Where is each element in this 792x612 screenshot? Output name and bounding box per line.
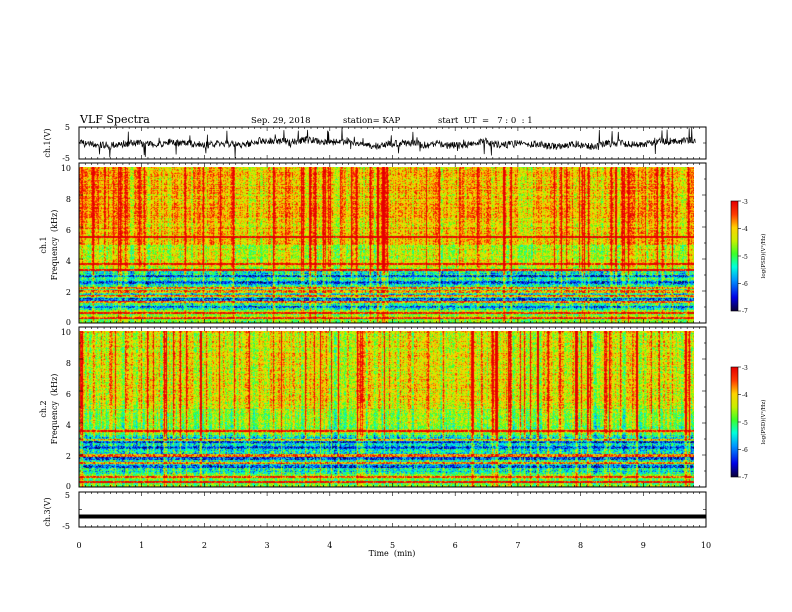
ch1-colorbar-gradient xyxy=(731,201,738,311)
ch2-colorbar-tick-m7: -7 xyxy=(742,474,748,481)
ch1-colorbar-label: log(PSD)(V²/Hz) xyxy=(760,234,767,279)
ch2-spectrogram-image xyxy=(79,331,694,487)
ch1-x-ticks xyxy=(78,126,707,160)
ch2-colorbar-tick-m3: -3 xyxy=(742,365,748,372)
ch2-freq-tick-10: 10 xyxy=(61,328,71,337)
ch1-colorbar-tick-m6: -6 xyxy=(742,281,748,288)
ch1-ytick-top: 5 xyxy=(65,123,70,132)
ch2-spectrogram-ticks xyxy=(78,326,707,488)
ch1-spectrogram-image xyxy=(79,167,694,323)
x-tick-label: 10 xyxy=(701,541,711,550)
ch2-freq-tick-6: 6 xyxy=(66,390,71,399)
ch1-colorbar-ticks xyxy=(738,200,741,312)
ch2-colorbar-tick-m5: -5 xyxy=(742,420,748,427)
figure-date: Sep. 29, 2018 xyxy=(251,116,311,126)
figure-title: VLF Spectra xyxy=(79,113,150,126)
ch1-waveform-line xyxy=(78,127,696,159)
ch1-colorbar: -3 -4 -5 -6 -7 log(PSD)(V²/Hz) xyxy=(730,199,767,315)
ch2-freq-tick-4: 4 xyxy=(66,421,71,430)
ch3-ytick-bottom: -5 xyxy=(62,522,70,531)
ch1-freq-tick-2: 2 xyxy=(66,288,71,297)
ch1-freq-tick-10: 10 xyxy=(61,164,71,173)
ch1-freq-tick-4: 4 xyxy=(66,257,71,266)
figure-station: station= KAP xyxy=(343,116,401,126)
ch1-spectrogram-ylabel-channel: ch.1 xyxy=(39,236,48,253)
x-tick-label: 3 xyxy=(265,541,270,550)
x-tick-label: 8 xyxy=(578,541,583,550)
ch1-ytick-bottom: -5 xyxy=(62,154,70,163)
ch2-colorbar-ticks xyxy=(738,366,741,478)
ch1-spectrogram-panel: 10 8 6 4 2 0 ch.1 Frequency (kHz) xyxy=(39,162,707,327)
ch2-freq-tick-0: 0 xyxy=(66,482,71,491)
ch2-colorbar-tick-m6: -6 xyxy=(742,447,748,454)
ch3-x-ticks xyxy=(78,491,707,528)
ch3-ylabel: ch.3(V) xyxy=(43,497,52,526)
x-tick-label: 4 xyxy=(327,541,332,550)
x-axis-label: Time (min) xyxy=(369,549,416,558)
x-tick-label: 0 xyxy=(76,541,81,550)
ch2-freq-tick-2: 2 xyxy=(66,452,71,461)
ch1-freq-tick-0: 0 xyxy=(66,318,71,327)
ch3-waveform-panel: 5 -5 ch.3(V) xyxy=(43,491,707,531)
ch1-ylabel: ch.1(V) xyxy=(43,128,52,157)
ch3-ytick-top: 5 xyxy=(65,491,70,500)
ch1-spectrogram-ticks xyxy=(78,162,707,324)
ch2-colorbar: -3 -4 -5 -6 -7 log(PSD)(V²/Hz) xyxy=(730,365,767,481)
figure-start-time: start UT = 7 : 0 : 1 xyxy=(438,116,533,126)
ch2-spectrogram-ylabel-frequency: Frequency (kHz) xyxy=(50,374,59,445)
ch2-freq-tick-8: 8 xyxy=(66,359,71,368)
ch2-colorbar-gradient xyxy=(731,367,738,477)
x-tick-label: 1 xyxy=(139,541,144,550)
x-axis-tick-labels: 0 1 2 3 4 5 6 7 8 9 10 xyxy=(76,541,711,550)
x-tick-label: 9 xyxy=(641,541,646,550)
ch1-freq-tick-8: 8 xyxy=(66,195,71,204)
x-tick-label: 2 xyxy=(202,541,207,550)
ch2-colorbar-tick-m4: -4 xyxy=(742,392,748,399)
x-tick-label: 6 xyxy=(453,541,458,550)
x-tick-label: 7 xyxy=(515,541,520,550)
ch1-spectrogram-ylabel-frequency: Frequency (kHz) xyxy=(50,210,59,281)
ch1-colorbar-tick-m5: -5 xyxy=(742,254,748,261)
ch2-colorbar-label: log(PSD)(V²/Hz) xyxy=(760,400,767,445)
ch1-waveform-panel: 5 -5 ch.1(V) xyxy=(43,123,707,163)
ch1-freq-tick-6: 6 xyxy=(66,226,71,235)
x-tick-label: 5 xyxy=(390,541,395,550)
ch1-colorbar-tick-m7: -7 xyxy=(742,308,748,315)
ch1-colorbar-tick-m3: -3 xyxy=(742,199,748,206)
ch2-spectrogram-panel: 10 8 6 4 2 0 ch.2 Frequency (kHz) xyxy=(39,326,707,491)
ch1-colorbar-tick-m4: -4 xyxy=(742,226,748,233)
ch2-spectrogram-ylabel-channel: ch.2 xyxy=(39,400,48,417)
